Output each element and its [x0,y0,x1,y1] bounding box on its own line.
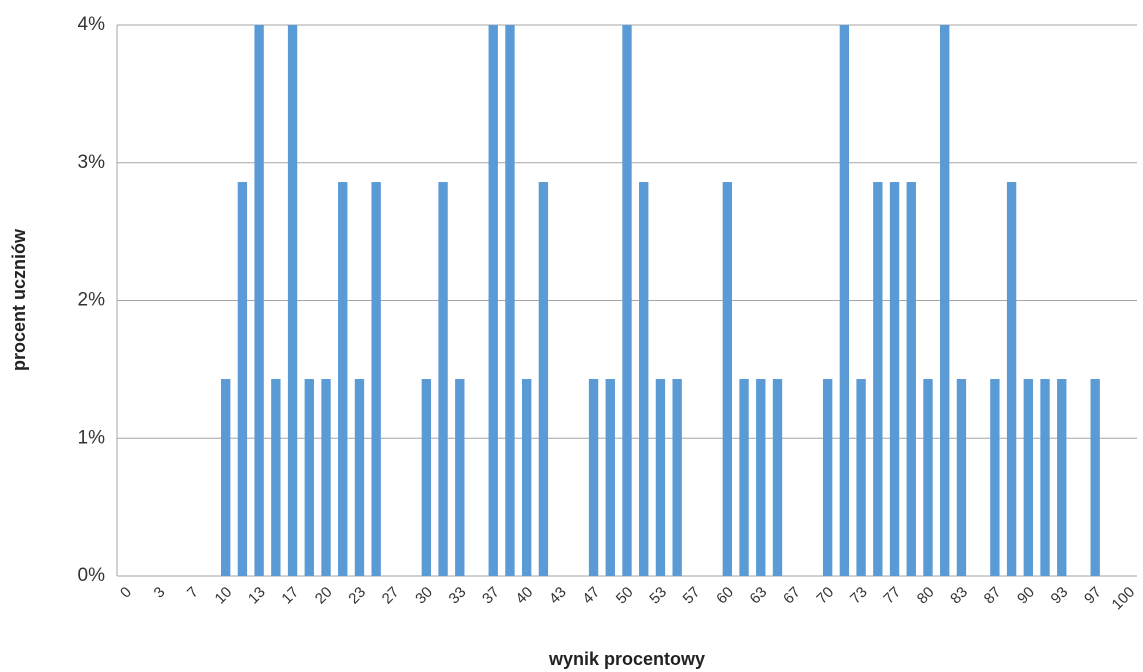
bar [488,25,498,576]
bar [605,379,615,576]
bar [287,25,298,576]
x-tick-label: 57 [680,584,704,608]
x-tick-label: 43 [546,584,570,608]
bar [354,379,365,576]
bar [772,379,783,576]
bar [421,379,432,576]
x-tick-label: 70 [813,584,837,608]
bar [254,25,264,576]
bar [538,182,549,576]
bar [856,379,866,576]
bar [221,379,231,576]
x-tick-label: 47 [579,584,603,608]
x-tick-label: 0 [117,584,135,602]
bar [655,379,666,576]
bar [889,182,900,576]
x-tick-label: 7 [184,584,202,602]
x-axis-title: wynik procentowy [548,649,705,669]
bar [505,25,515,576]
bar [521,379,532,576]
x-tick-label: 33 [446,584,470,608]
bar [1040,379,1050,576]
y-tick-label: 2% [78,290,106,311]
x-tick-label: 83 [947,584,971,608]
bar [672,379,682,576]
x-tick-label: 63 [747,584,771,608]
bar [1006,182,1017,576]
bar [722,182,733,576]
bar [321,379,331,576]
x-tick-label: 10 [212,584,236,608]
bar [1023,379,1033,576]
x-tick-label: 50 [613,584,637,608]
bar [455,379,465,576]
x-tick-label: 17 [278,584,302,608]
bar [271,379,281,576]
bar [639,182,649,576]
bar [923,379,933,576]
x-tick-label: 37 [479,584,503,608]
bar [906,182,916,576]
bar [371,182,381,576]
bar [940,25,950,576]
bar [822,379,833,576]
y-tick-label: 1% [78,427,106,448]
x-tick-label: 93 [1048,584,1072,608]
y-tick-label: 3% [78,152,106,173]
x-tick-label: 40 [512,584,536,608]
y-tick-label: 0% [78,565,106,586]
y-axis-title: procent uczniów [9,228,29,371]
bar [1057,379,1067,576]
bar [756,379,766,576]
bar [839,25,850,576]
bar [237,182,248,576]
x-tick-label: 3 [151,584,169,602]
x-tick-label: 53 [646,584,670,608]
bar [990,379,1000,576]
x-tick-label: 30 [412,584,436,608]
y-tick-label: 4% [78,14,106,35]
bar [739,379,749,576]
bar [622,25,632,576]
x-tick-label: 13 [245,584,269,608]
x-tick-label: 73 [847,584,871,608]
x-tick-label: 97 [1081,584,1105,608]
x-tick-label: 20 [312,584,336,608]
bar [956,379,967,576]
x-tick-label: 60 [713,584,737,608]
bar [1090,379,1100,576]
bar [873,182,883,576]
x-tick-label: 90 [1014,584,1038,608]
x-tick-label: 23 [345,584,369,608]
x-tick-label: 100 [1109,584,1139,614]
x-tick-label: 27 [379,584,403,608]
x-tick-label: 77 [880,584,904,608]
bar [438,182,448,576]
bar [304,379,314,576]
bar [338,182,348,576]
bar [588,379,599,576]
x-tick-label: 80 [914,584,938,608]
x-tick-label: 87 [981,584,1005,608]
x-tick-label: 67 [780,584,804,608]
